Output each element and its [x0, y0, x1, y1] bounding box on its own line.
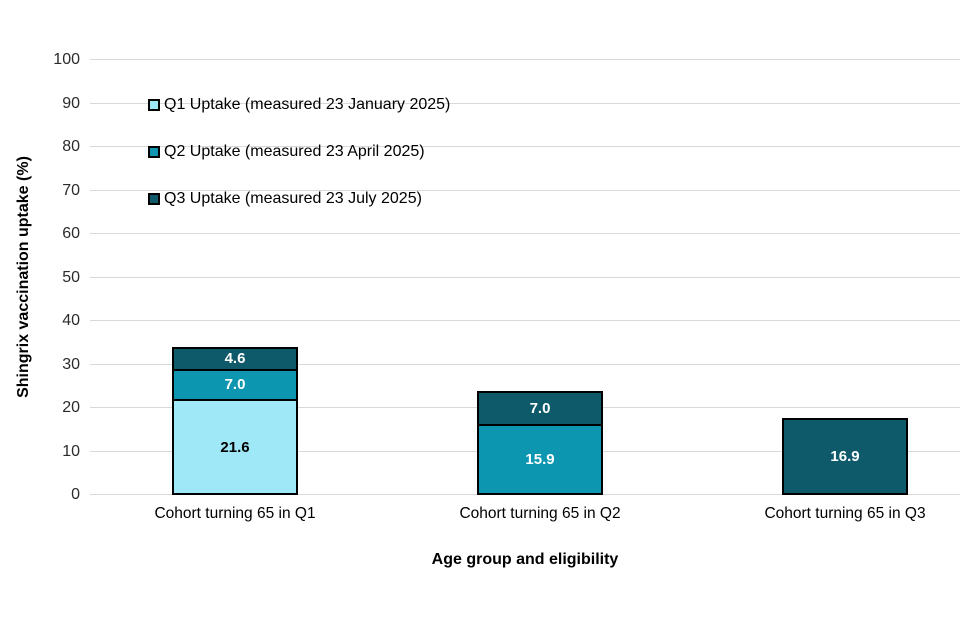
- bar-value-label: 4.6: [224, 350, 246, 368]
- bar-segment: 4.6: [174, 348, 296, 369]
- y-tick-label: 10: [62, 442, 80, 460]
- bar-segment: 15.9: [479, 423, 601, 493]
- gridline: [90, 146, 960, 147]
- legend-swatch-icon: [148, 146, 160, 158]
- y-tick-label: 80: [62, 138, 80, 155]
- bar-value-label: 15.9: [525, 450, 555, 468]
- gridline: [90, 320, 960, 321]
- legend-item: Q1 Uptake (measured 23 January 2025): [148, 96, 450, 114]
- bar-value-label: 7.0: [224, 376, 246, 394]
- bar-segment: 7.0: [174, 368, 296, 400]
- y-axis-ticks: 0 10 20 30 40 50 60 70 80 90 100: [0, 51, 80, 503]
- y-tick-label: 100: [53, 51, 80, 68]
- category-label: Cohort turning 65 in Q1: [154, 505, 316, 522]
- legend-label: Q3 Uptake (measured 23 July 2025): [164, 190, 422, 207]
- legend-swatch-icon: [148, 193, 160, 205]
- y-tick-label: 30: [62, 355, 80, 373]
- bar-cohort-turning-65-in-q2: 7.0 15.9: [477, 391, 603, 495]
- bar-segment: 7.0: [479, 393, 601, 424]
- y-tick-label: 20: [62, 399, 80, 416]
- legend: Q1 Uptake (measured 23 January 2025) Q2 U…: [148, 96, 450, 237]
- gridline: [90, 276, 960, 278]
- bar-value-label: 21.6: [220, 438, 250, 456]
- y-tick-label: 60: [62, 225, 80, 242]
- bar-value-label: 7.0: [529, 400, 551, 418]
- y-tick-label: 0: [71, 486, 80, 503]
- legend-label: Q2 Uptake (measured 23 April 2025): [164, 143, 425, 160]
- gridline: [90, 233, 960, 234]
- bars-layer: 4.6 7.0 21.6 7.0 15.9 16.9: [90, 60, 960, 495]
- bar-segment: 16.9: [784, 419, 906, 493]
- bar-value-label: 16.9: [830, 447, 860, 465]
- gridline: [90, 59, 960, 60]
- bar-cohort-turning-65-in-q3: 16.9: [782, 417, 908, 495]
- x-axis-title: Age group and eligibility: [431, 551, 619, 568]
- y-tick-label: 40: [62, 312, 80, 329]
- gridline: [90, 102, 960, 104]
- gridline: [90, 189, 960, 191]
- x-axis-category-labels: Cohort turning 65 in Q1 Cohort turning 65…: [90, 505, 960, 529]
- category-label: Cohort turning 65 in Q3: [764, 505, 926, 522]
- gridline: [90, 363, 960, 365]
- category-label: Cohort turning 65 in Q2: [459, 505, 621, 522]
- bar-segment: 21.6: [174, 399, 296, 493]
- legend-swatch-icon: [148, 99, 160, 111]
- legend-item: Q3 Uptake (measured 23 July 2025): [148, 190, 450, 208]
- y-tick-label: 90: [62, 94, 80, 112]
- y-tick-label: 70: [62, 181, 80, 199]
- legend-label: Q1 Uptake (measured 23 January 2025): [164, 96, 451, 113]
- legend-item: Q2 Uptake (measured 23 April 2025): [148, 143, 450, 161]
- plot-area: 4.6 7.0 21.6 7.0 15.9 16.9 Q1 Uptake (measure…: [90, 59, 960, 495]
- bar-cohort-turning-65-in-q1: 4.6 7.0 21.6: [172, 346, 298, 495]
- y-tick-label: 50: [62, 268, 80, 286]
